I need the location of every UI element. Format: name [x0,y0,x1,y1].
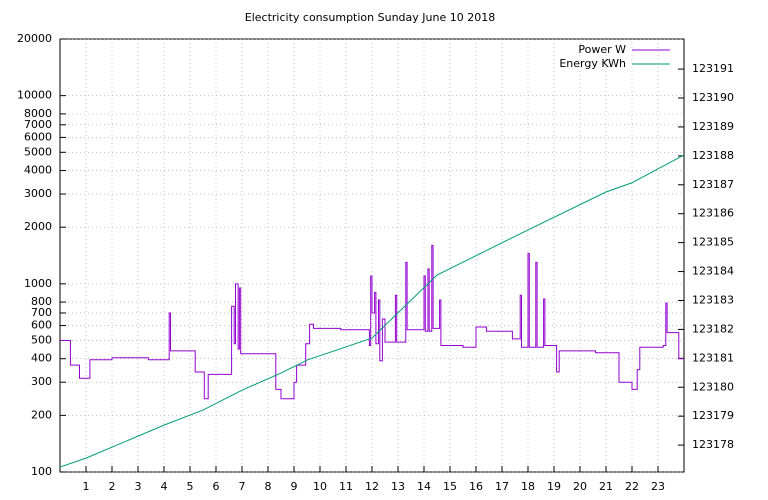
y-tick-label: 400 [31,352,52,365]
x-tick-label: 15 [443,480,457,493]
series-line [59,154,685,468]
y2-tick-label: 123180 [692,380,734,393]
x-tick-label: 8 [265,480,272,493]
x-tick-label: 9 [291,480,298,493]
x-tick-label: 16 [469,480,483,493]
x-tick-label: 2 [109,480,116,493]
x-tick-label: 3 [135,480,142,493]
y-tick-label: 6000 [24,130,52,143]
x-tick-label: 17 [495,480,509,493]
y2-tick-label: 123188 [692,149,734,162]
legend-label: Energy KWh [559,57,626,70]
y-tick-label: 10000 [17,89,52,102]
y2-tick-label: 123185 [692,236,734,249]
y-tick-label: 2000 [24,220,52,233]
x-tick-label: 7 [239,480,246,493]
x-tick-label: 13 [391,480,405,493]
x-tick-label: 5 [187,480,194,493]
y-tick-label: 5000 [24,145,52,158]
y-tick-label: 500 [31,333,52,346]
x-tick-label: 22 [625,480,639,493]
y2-tick-label: 123181 [692,351,734,364]
x-tick-label: 18 [521,480,535,493]
series-line [60,244,684,400]
y-tick-label: 600 [31,319,52,332]
y-tick-label: 100 [31,465,52,478]
y-tick-label: 800 [31,295,52,308]
x-tick-label: 12 [365,480,379,493]
y-tick-label: 200 [31,408,52,421]
y2-tick-label: 123183 [692,293,734,306]
y2-tick-label: 123191 [692,62,734,75]
y-tick-label: 4000 [24,164,52,177]
chart-title: Electricity consumption Sunday June 10 2… [245,11,495,24]
x-tick-label: 23 [651,480,665,493]
x-tick-label: 19 [547,480,561,493]
y-tick-label: 3000 [24,187,52,200]
x-tick-label: 10 [313,480,327,493]
y-tick-label: 700 [31,306,52,319]
y-tick-label: 300 [31,375,52,388]
x-tick-label: 14 [417,480,431,493]
x-tick-label: 6 [213,480,220,493]
y2-tick-label: 123184 [692,265,734,278]
y2-tick-label: 123179 [692,409,734,422]
x-tick-label: 4 [161,480,168,493]
y-tick-label: 7000 [24,118,52,131]
x-tick-label: 20 [573,480,587,493]
y-tick-label: 8000 [24,107,52,120]
y2-tick-label: 123186 [692,207,734,220]
legend-label: Power W [578,43,626,56]
y2-tick-label: 123190 [692,91,734,104]
y2-tick-label: 123187 [692,178,734,191]
x-tick-label: 11 [339,480,353,493]
y-tick-label: 1000 [24,277,52,290]
x-tick-label: 1 [83,480,90,493]
y2-tick-label: 123189 [692,120,734,133]
y2-tick-label: 123182 [692,322,734,335]
y-tick-label: 20000 [17,32,52,45]
x-tick-label: 21 [599,480,613,493]
y2-tick-label: 123178 [692,438,734,451]
